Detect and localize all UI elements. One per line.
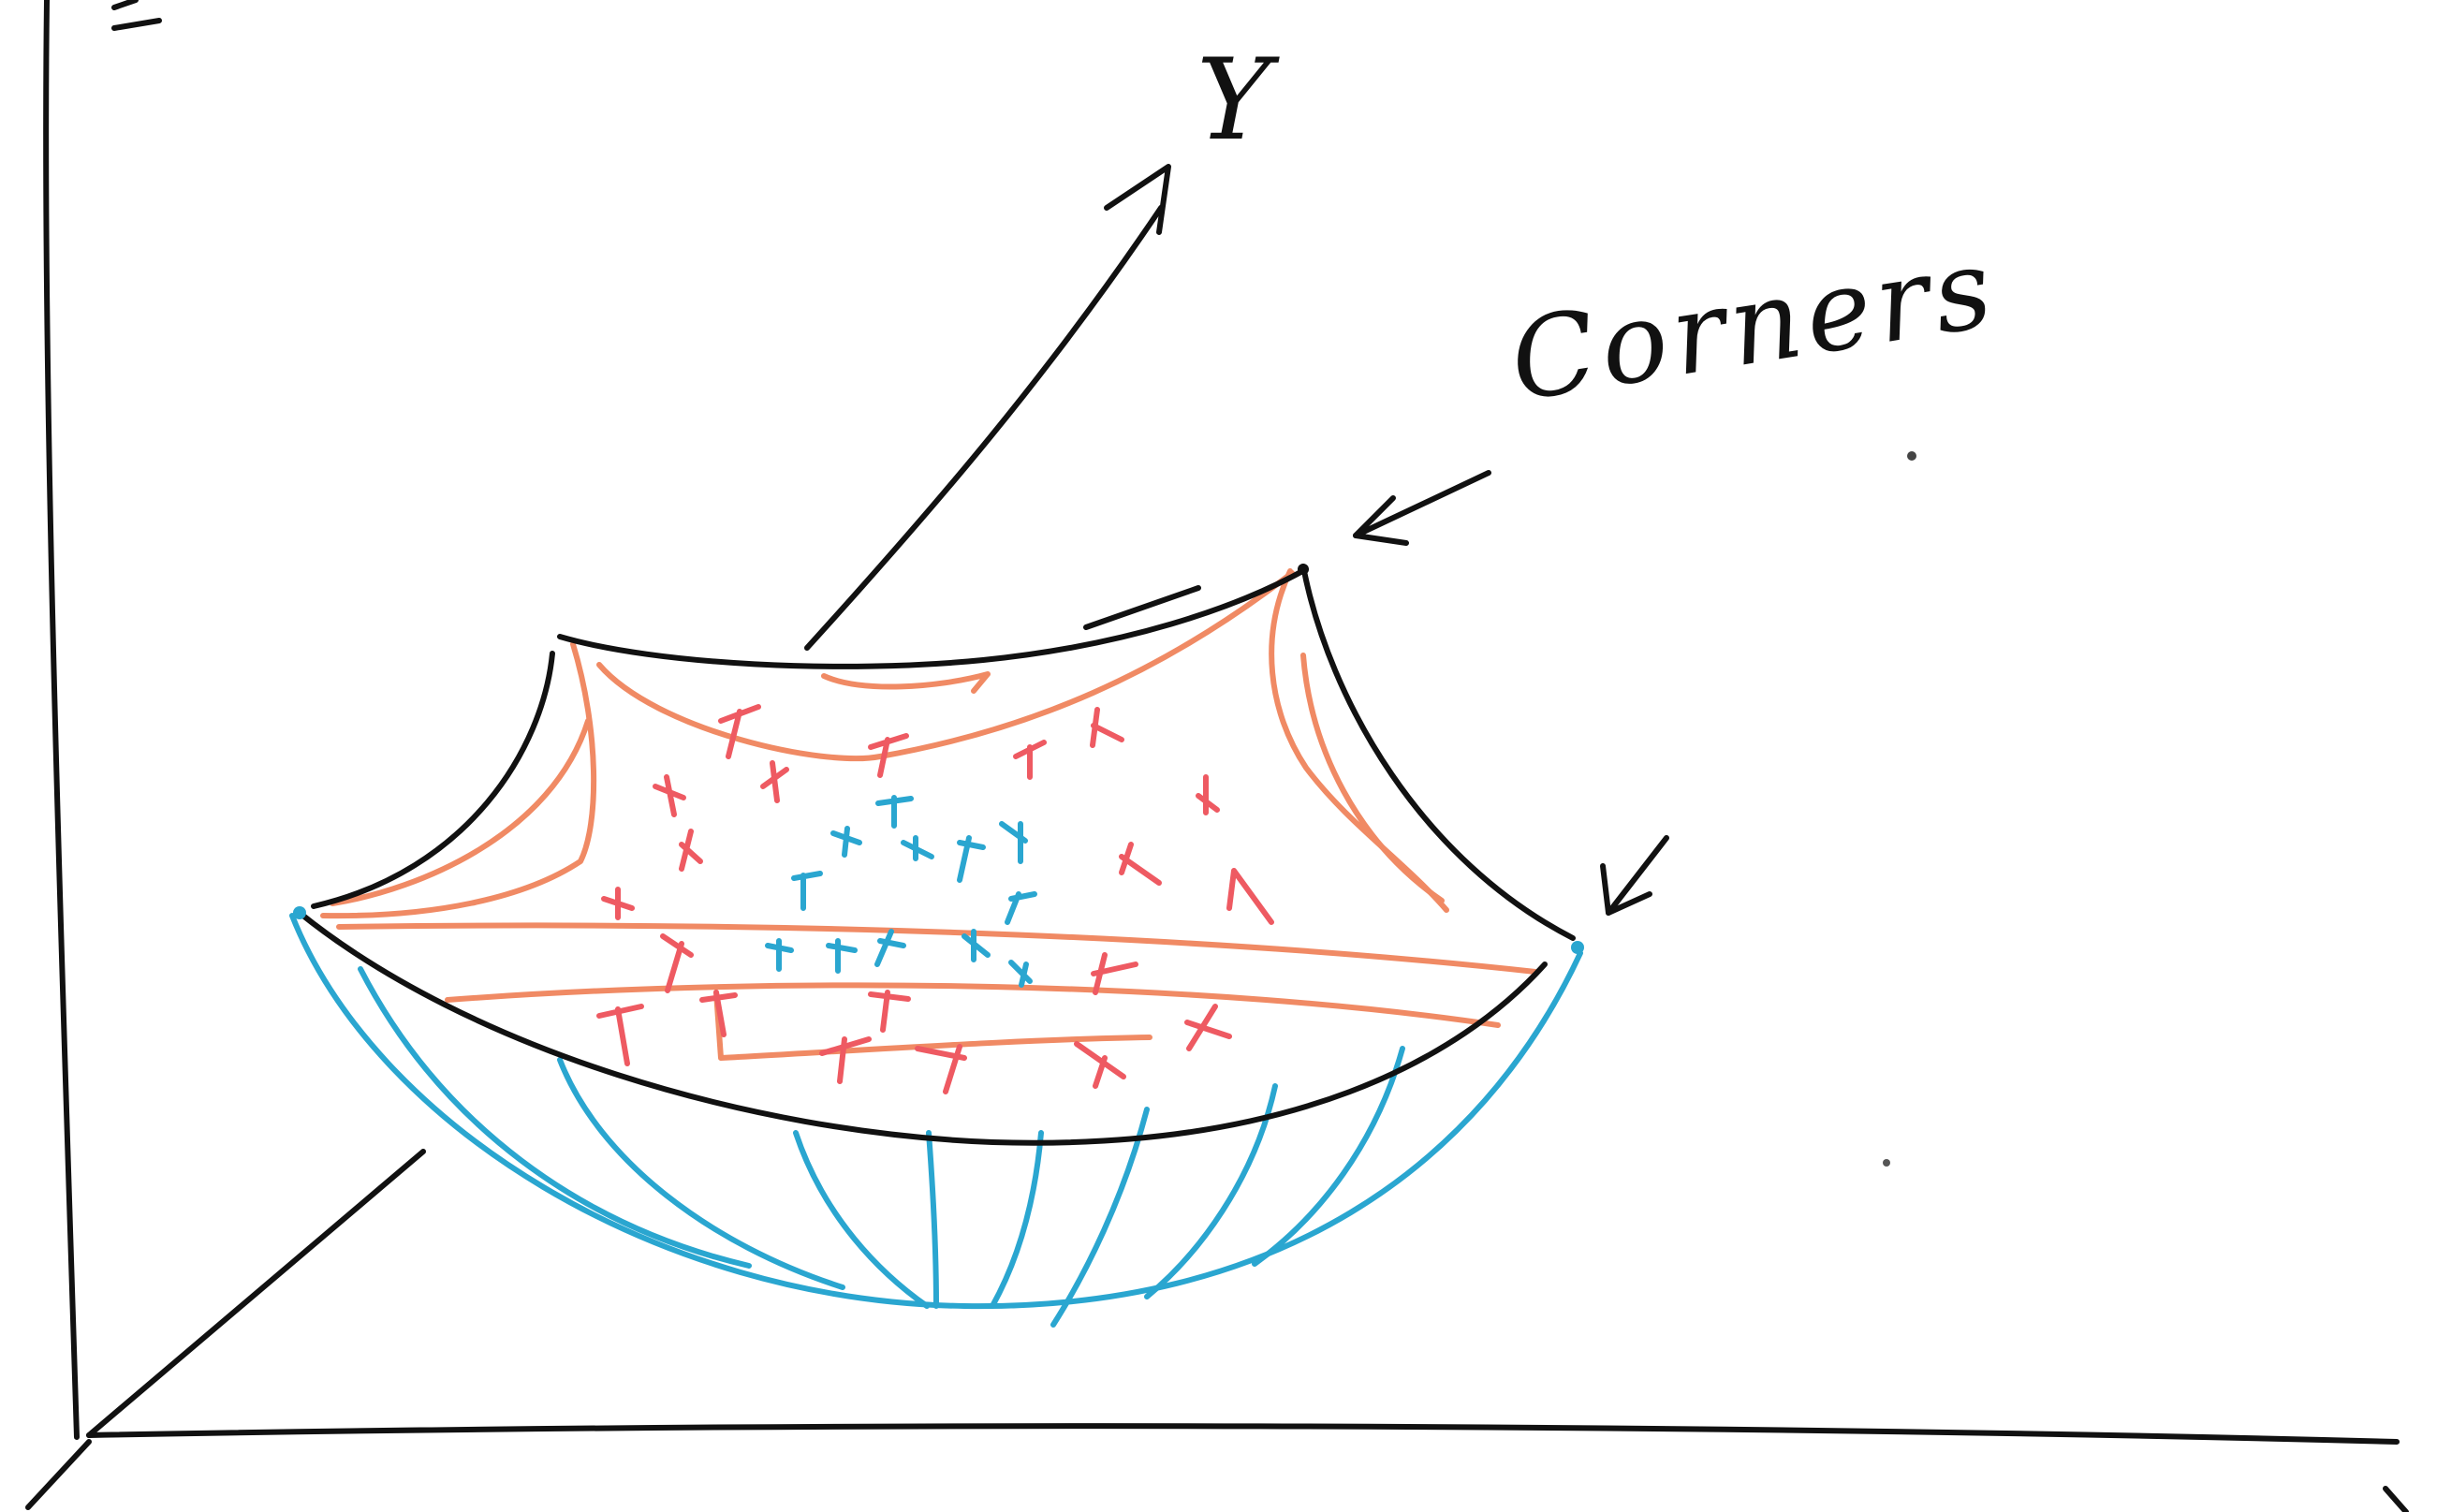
lower-surface-outline [289, 913, 1583, 1310]
vertical-axis-line [43, 0, 80, 1440]
depth-axis-front-tail [25, 1439, 92, 1510]
horizontal-axis-tick [2383, 1486, 2409, 1512]
inner-marks [765, 795, 1037, 988]
horizontal-axis-line [86, 1423, 2400, 1445]
depth-axis-arrowhead [1104, 164, 1171, 235]
ink-dot [1883, 1159, 1890, 1167]
corner-arrow-top-shaft [1353, 470, 1491, 538]
outer-marks [596, 704, 1274, 1094]
surface-outline [297, 564, 1576, 1146]
vertical-axis-tick [111, 0, 162, 31]
lower-surface [289, 913, 1583, 1328]
ink-dot [1907, 451, 1916, 461]
upper-surface [320, 568, 1538, 1061]
corner-point [293, 906, 306, 919]
corner-point [1571, 941, 1584, 954]
corner-arrow-right-shaft [1606, 835, 1669, 916]
corner-point [1298, 564, 1309, 575]
depth-axis-back-line [804, 205, 1164, 651]
corner-arrow-top-head [1353, 495, 1409, 546]
y-axis-label: Y [1196, 36, 1271, 166]
corner-arrow-right-head [1600, 863, 1652, 916]
depth-axis-front-line [86, 1149, 426, 1438]
